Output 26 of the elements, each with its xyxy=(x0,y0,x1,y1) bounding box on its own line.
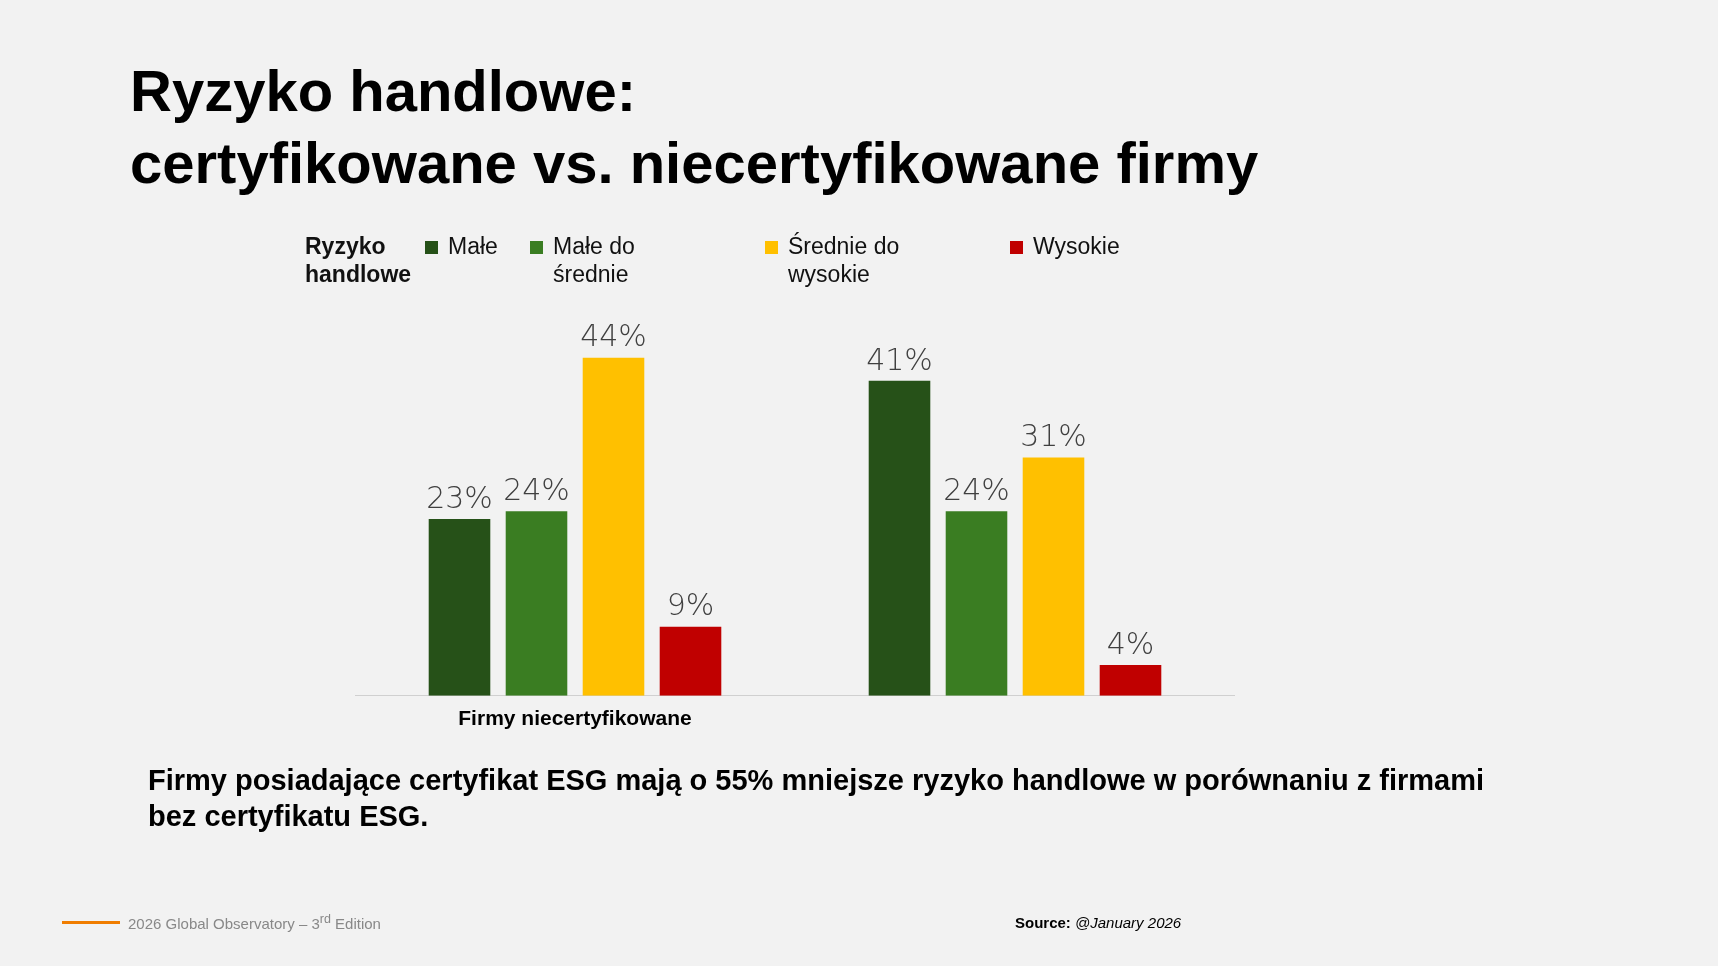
data-label: 24% xyxy=(503,472,570,508)
legend-label: Wysokie xyxy=(1033,232,1120,260)
data-label: 24% xyxy=(943,472,1010,508)
data-label: 23% xyxy=(426,479,493,515)
legend-label: Średnie do wysokie xyxy=(788,232,901,288)
data-label: 9% xyxy=(666,587,715,623)
data-label: 4% xyxy=(1106,625,1155,661)
bar xyxy=(505,511,568,696)
bar xyxy=(868,380,931,696)
bar xyxy=(1022,457,1085,696)
x-tick-label: Firmy niecertyfikowane xyxy=(458,706,692,730)
data-label: 31% xyxy=(1020,418,1087,454)
bar xyxy=(582,357,645,696)
legend-label: Małe do średnie xyxy=(553,232,636,288)
text: Firmy posiadające certyfikat ESG mają o 55% mniejsze ryzyko handlowe w porównaniu z firmami bez certyfikatu ESG. xyxy=(148,763,1486,834)
chart-title: Ryzyko handlowe: certyfikowane vs. niecertyfikowane firmy xyxy=(130,57,1259,197)
legend-label: Małe xyxy=(448,232,498,260)
bar xyxy=(428,519,491,696)
bar xyxy=(1099,665,1162,696)
data-label: 44% xyxy=(580,318,647,354)
source-note: Source: @January 2026 xyxy=(1015,914,1182,931)
bar xyxy=(945,511,1008,696)
text: 2026 Global Observatory – 3$^{rd}$ Edition xyxy=(128,912,381,932)
data-label: 41% xyxy=(866,341,933,377)
legend-title: Ryzyko handlowe xyxy=(305,232,413,288)
bar xyxy=(659,626,722,696)
